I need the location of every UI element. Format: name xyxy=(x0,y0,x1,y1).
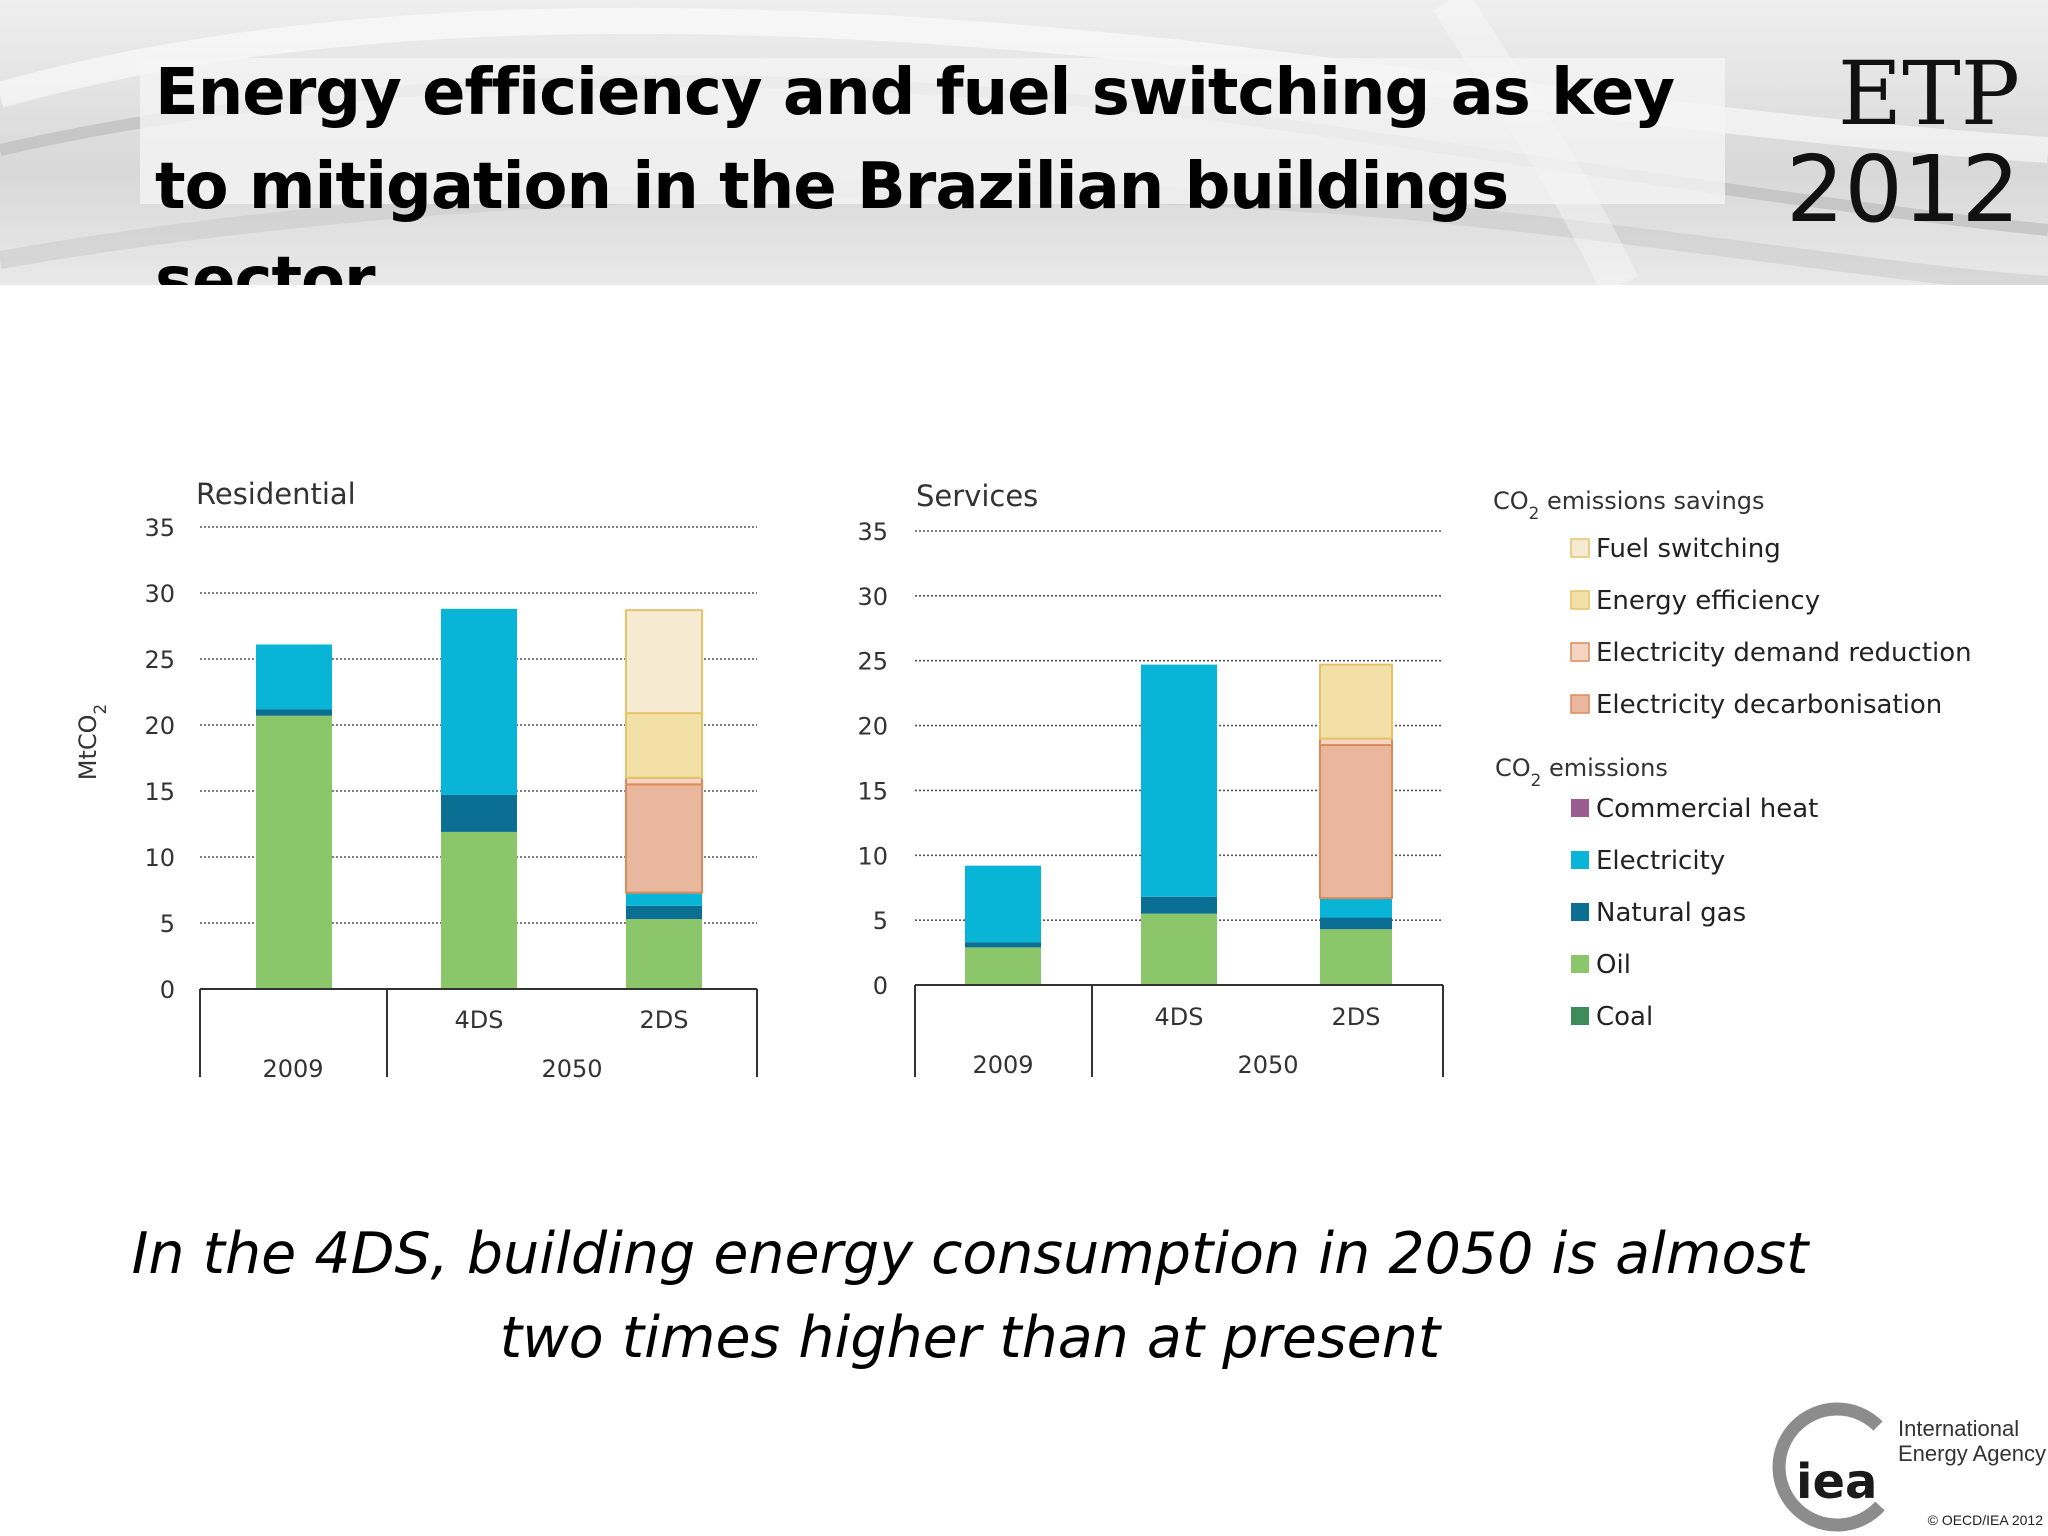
y-tick-label-5: 5 xyxy=(873,907,888,935)
y-tick-label-10: 10 xyxy=(144,844,175,872)
y-tick-label-20: 20 xyxy=(144,712,175,740)
copyright-notice: © OECD/IEA 2012 xyxy=(1927,1512,2043,1528)
legend-swatch-oil xyxy=(1571,955,1589,973)
bar-services-2009-electricity xyxy=(965,865,1041,943)
bar-residential-2ds-fuel-switching xyxy=(625,609,703,715)
category-label-4ds: 4DS xyxy=(1155,1003,1204,1031)
category-label-2ds: 2DS xyxy=(640,1006,689,1034)
group-label-2009: 2009 xyxy=(972,1051,1033,1079)
category-label-4ds: 4DS xyxy=(455,1006,504,1034)
services-chart: Services 0 5 10 15 20 25 30 35 4DS 2DS 2009 2050 xyxy=(857,479,1444,1079)
group-label-2009: 2009 xyxy=(262,1055,323,1083)
y-tick-label-25: 25 xyxy=(144,646,175,674)
bar-services-2ds-oil xyxy=(1320,929,1392,985)
iea-logo-text: iea xyxy=(1796,1454,1877,1510)
y-tick-label-0: 0 xyxy=(873,972,888,1000)
bar-services-4ds-electricity xyxy=(1141,664,1217,897)
bar-residential-4ds-oil xyxy=(441,831,517,989)
bar-residential-2009-oil xyxy=(256,715,332,989)
bar-residential-2ds-electricity xyxy=(626,892,702,906)
bar-residential-2ds-electricity-decarbonisation xyxy=(625,783,703,894)
bar-residential-4ds-electricity xyxy=(441,608,517,795)
y-tick-label-15: 15 xyxy=(144,778,175,806)
y-axis-label: MtCO2 xyxy=(74,704,110,780)
y-tick-label-35: 35 xyxy=(144,514,175,542)
etp-badge: ETP 2012 xyxy=(1770,46,2020,238)
bar-services-2ds-electricity xyxy=(1320,898,1392,918)
iea-logo: iea xyxy=(1772,1402,1885,1532)
legend-label-electricity-demand-reduction: Electricity demand reduction xyxy=(1596,638,1972,668)
bar-services-2ds-natural-gas xyxy=(1320,917,1392,930)
etp-badge-label: ETP xyxy=(1837,42,2020,145)
bar-services-4ds-oil xyxy=(1141,913,1217,985)
y-tick-label-15: 15 xyxy=(857,777,888,805)
y-tick-label-20: 20 xyxy=(857,713,888,741)
legend-label-commercial-heat: Commercial heat xyxy=(1596,794,1818,824)
bar-services-4ds-natural-gas xyxy=(1141,896,1217,914)
bar-residential-2ds-energy-efficiency xyxy=(625,712,703,779)
legend-label-oil: Oil xyxy=(1596,950,1631,980)
bar-residential-2ds-natural-gas xyxy=(626,905,702,920)
bar-residential-4ds-natural-gas xyxy=(441,794,517,832)
legend-label-fuel-switching: Fuel switching xyxy=(1596,534,1781,564)
y-tick-label-10: 10 xyxy=(857,842,888,870)
group-label-2050: 2050 xyxy=(1237,1051,1298,1079)
legend-label-electricity: Electricity xyxy=(1596,846,1725,876)
y-tick-label-30: 30 xyxy=(857,583,888,611)
bar-services-2009-natural-gas xyxy=(965,942,1041,948)
bar-residential-2009-natural-gas xyxy=(256,709,332,716)
legend-savings-title: CO2 emissions savings xyxy=(1493,487,1765,523)
legend-swatch-electricity-demand-reduction xyxy=(1570,642,1590,662)
etp-badge-year: 2012 xyxy=(1785,136,2020,243)
bar-residential-2ds-oil xyxy=(626,919,702,989)
agency-name: International Energy Agency xyxy=(1898,1416,2046,1466)
y-tick-label-0: 0 xyxy=(160,976,175,1004)
y-tick-label-30: 30 xyxy=(144,580,175,608)
legend-swatch-fuel-switching xyxy=(1570,538,1590,558)
y-tick-label-35: 35 xyxy=(857,518,888,546)
chart-title-services: Services xyxy=(916,479,1038,513)
bar-services-2ds-energy-efficiency xyxy=(1319,663,1393,740)
bar-services-2009-oil xyxy=(965,947,1041,985)
bar-services-2ds-electricity-decarbonisation xyxy=(1319,744,1393,900)
legend-swatch-natural-gas xyxy=(1571,903,1589,921)
legend-label-coal: Coal xyxy=(1596,1002,1653,1032)
residential-chart: Residential 0 5 10 15 20 25 30 35 MtCO2 4DS 2DS 2009… xyxy=(74,477,758,1083)
legend-swatch-energy-efficiency xyxy=(1570,590,1590,610)
group-label-2050: 2050 xyxy=(541,1055,602,1083)
title-backdrop xyxy=(140,58,1725,204)
category-label-2ds: 2DS xyxy=(1332,1003,1381,1031)
y-tick-label-25: 25 xyxy=(857,648,888,676)
legend-label-electricity-decarbonisation: Electricity decarbonisation xyxy=(1596,690,1942,720)
caption-line-2: two times higher than at present xyxy=(499,1305,1441,1371)
chart-legend: CO2 emissions savings Fuel switching Energ… xyxy=(1493,487,1972,1032)
caption-line-1: In the 4DS, building energy consumption … xyxy=(131,1221,1809,1287)
slide-header: Energy efficiency and fuel switching as … xyxy=(0,0,2048,285)
chart-title-residential: Residential xyxy=(196,477,356,511)
bar-residential-2009-electricity xyxy=(256,644,332,710)
legend-swatch-electricity-decarbonisation xyxy=(1570,694,1590,714)
legend-label-energy-efficiency: Energy efficiency xyxy=(1596,586,1820,616)
legend-label-natural-gas: Natural gas xyxy=(1596,898,1746,928)
legend-swatch-coal xyxy=(1571,1007,1589,1025)
legend-swatch-commercial-heat xyxy=(1571,799,1589,817)
slide-caption: In the 4DS, building energy consumption … xyxy=(110,1212,1830,1380)
y-tick-label-5: 5 xyxy=(160,910,175,938)
slide-title: Energy efficiency and fuel switching as … xyxy=(155,56,1675,285)
legend-emissions-title: CO2 emissions xyxy=(1495,754,1668,790)
legend-swatch-electricity xyxy=(1571,851,1589,869)
